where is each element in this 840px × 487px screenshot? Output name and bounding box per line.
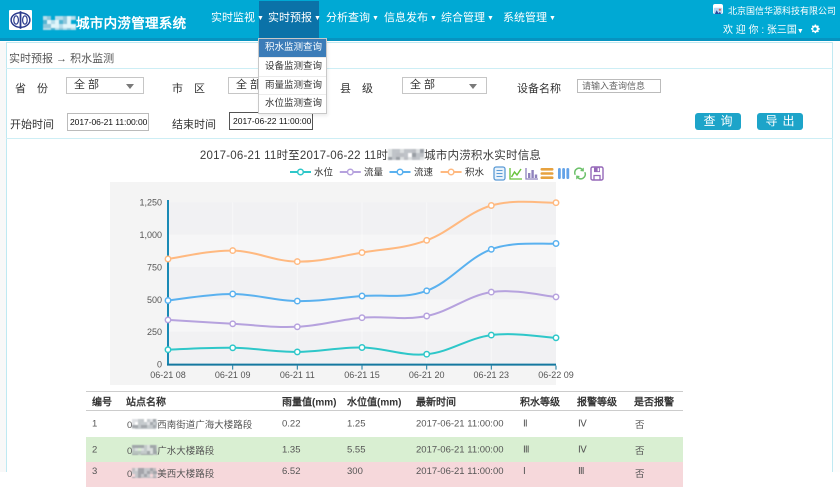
svg-text:06-21 23: 06-21 23: [474, 370, 510, 380]
svg-text:积水: 积水: [465, 167, 485, 179]
svg-text:1,000: 1,000: [139, 230, 162, 240]
svg-text:06-21 15: 06-21 15: [344, 370, 380, 380]
svg-text:0: 0: [157, 360, 162, 370]
svg-text:750: 750: [147, 262, 162, 272]
svg-text:06-22 09: 06-22 09: [538, 370, 574, 380]
svg-text:06-21 08: 06-21 08: [150, 370, 186, 380]
svg-text:水位: 水位: [314, 167, 334, 179]
svg-text:1,250: 1,250: [139, 198, 162, 208]
svg-text:流速: 流速: [414, 167, 434, 179]
svg-text:06-21 11: 06-21 11: [280, 370, 315, 380]
svg-text:06-21 09: 06-21 09: [215, 370, 251, 380]
svg-text:06-21 20: 06-21 20: [409, 370, 445, 380]
svg-text:流量: 流量: [364, 167, 384, 179]
svg-text:250: 250: [147, 327, 162, 337]
svg-text:500: 500: [147, 295, 162, 305]
